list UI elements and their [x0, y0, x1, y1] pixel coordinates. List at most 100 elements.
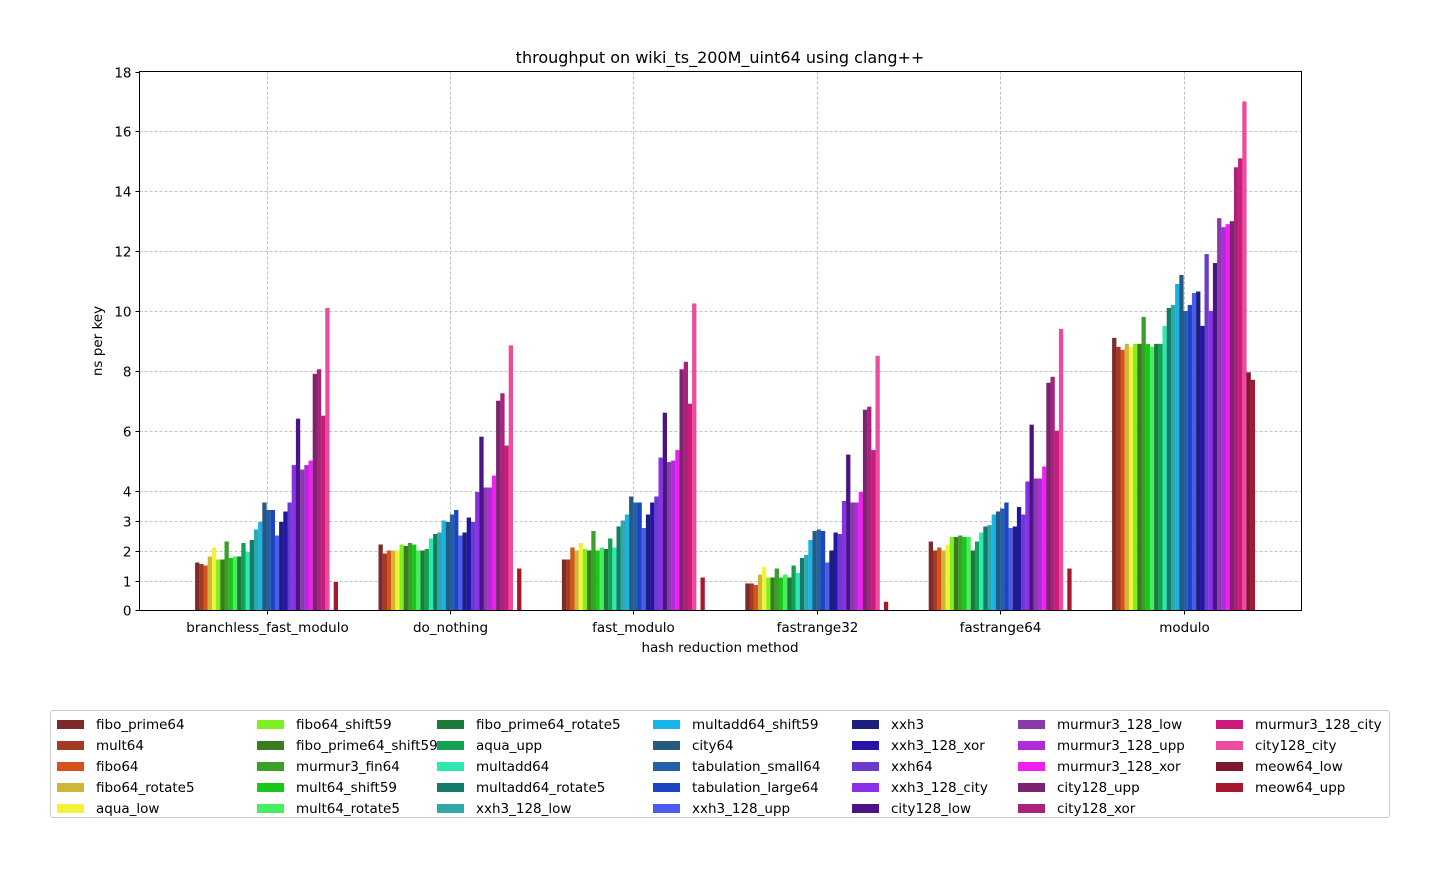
legend-item: city128_xor	[1012, 799, 1185, 820]
bar	[1141, 316, 1146, 610]
bar	[987, 525, 992, 610]
bar	[808, 540, 813, 610]
bar	[399, 544, 404, 610]
legend-swatch	[852, 719, 879, 729]
bar	[641, 528, 646, 610]
x-tick-label: fast_modulo	[592, 620, 675, 636]
bar	[1162, 325, 1167, 610]
legend-item: mult64_shift59	[251, 778, 438, 799]
legend-item: fibo64	[51, 757, 195, 778]
bar	[245, 552, 250, 610]
legend-swatch	[257, 782, 284, 792]
x-tick-label: modulo	[1159, 620, 1210, 636]
legend-item: fibo64_shift59	[251, 715, 438, 736]
bar	[1042, 466, 1047, 610]
bar	[228, 558, 233, 610]
bar	[883, 601, 889, 610]
legend-label: city128_low	[891, 801, 972, 817]
legend-label: fibo_prime64_rotate5	[476, 717, 621, 733]
legend-swatch	[437, 761, 464, 771]
legend-column: murmur3_128_city city128_city meow64_low me…	[1210, 715, 1382, 799]
legend-label: aqua_upp	[476, 738, 543, 754]
bar	[316, 369, 322, 610]
legend-item: city128_upp	[1012, 778, 1185, 799]
bar	[195, 562, 200, 610]
bar	[241, 543, 246, 610]
bar	[407, 543, 413, 610]
bar	[232, 556, 238, 610]
bar	[462, 532, 467, 610]
bar	[582, 549, 588, 610]
legend-swatch	[57, 803, 84, 813]
bar	[312, 373, 317, 610]
legend-item: fibo64_rotate5	[51, 778, 195, 799]
bar	[479, 436, 484, 610]
legend-swatch	[1216, 782, 1243, 792]
legend-item: multadd64	[431, 757, 621, 778]
bar	[449, 514, 455, 610]
bar	[270, 510, 275, 610]
bar	[603, 549, 609, 610]
y-tick-label: 1	[123, 575, 132, 591]
bar	[333, 581, 338, 610]
bar	[1229, 221, 1234, 610]
legend-swatch	[653, 782, 680, 792]
legend-label: city128_xor	[1057, 801, 1136, 817]
legend-item: murmur3_fin64	[251, 757, 438, 778]
bar	[496, 400, 501, 610]
bar	[846, 454, 851, 610]
bar	[837, 534, 842, 610]
y-tick-label: 10	[114, 305, 131, 321]
legend-label: fibo64_rotate5	[96, 780, 195, 796]
legend-swatch	[852, 782, 879, 792]
x-tick-label: branchless_fast_modulo	[186, 620, 348, 636]
legend-label: xxh3_128_upp	[692, 801, 791, 817]
bar	[437, 532, 442, 610]
bar	[483, 487, 488, 610]
x-tick-label: fastrange64	[960, 620, 1042, 636]
bar	[1250, 379, 1255, 610]
bar	[687, 403, 693, 610]
bar	[445, 522, 450, 610]
legend-item: tabulation_small64	[647, 757, 820, 778]
legend-item: murmur3_128_xor	[1012, 757, 1185, 778]
bar	[1170, 304, 1176, 610]
legend-item: fibo_prime64_rotate5	[431, 715, 621, 736]
bar	[1217, 218, 1222, 610]
bar	[470, 522, 476, 610]
legend-swatch	[57, 719, 84, 729]
bar	[1242, 101, 1247, 611]
legend-column: fibo_prime64_rotate5 aqua_upp multadd64 mul…	[431, 715, 621, 820]
legend-item: murmur3_128_low	[1012, 715, 1185, 736]
bar	[491, 475, 497, 610]
bar	[420, 550, 425, 610]
bar	[932, 550, 938, 610]
bar	[1154, 343, 1159, 610]
legend-swatch	[653, 761, 680, 771]
legend-label: fibo_prime64_shift59	[296, 738, 438, 754]
legend-column: multadd64_shift59 city64 tabulation_small6…	[647, 715, 820, 820]
bar	[629, 496, 634, 610]
legend-item: aqua_low	[51, 799, 195, 820]
legend-item: fibo_prime64_shift59	[251, 736, 438, 757]
y-tick-label: 6	[123, 425, 132, 441]
bar	[412, 544, 417, 610]
bar	[266, 510, 271, 610]
bars	[195, 101, 1255, 611]
legend-item: xxh3_128_low	[431, 799, 621, 820]
bar	[612, 547, 617, 610]
legend-label: multadd64_rotate5	[476, 780, 606, 796]
bar	[991, 514, 996, 610]
bar	[762, 567, 767, 610]
bar	[1012, 526, 1017, 610]
legend-label: city128_upp	[1057, 780, 1140, 796]
legend-label: city128_city	[1255, 738, 1337, 754]
bar	[1046, 382, 1051, 610]
bar	[1000, 508, 1005, 610]
bar	[237, 556, 242, 610]
bar	[608, 538, 613, 610]
bar	[386, 550, 392, 610]
bar	[279, 522, 284, 610]
bar	[1128, 346, 1134, 610]
legend-label: city64	[692, 738, 734, 754]
